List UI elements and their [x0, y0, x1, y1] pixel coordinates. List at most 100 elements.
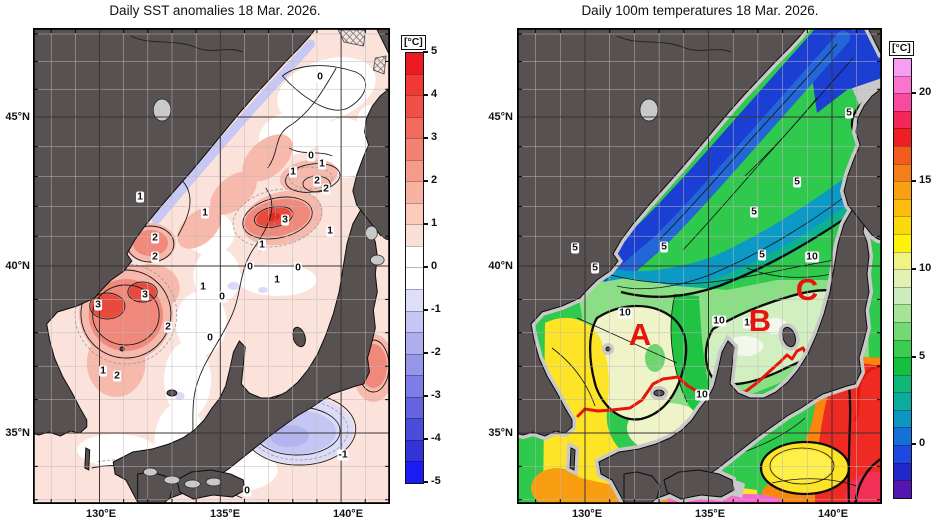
- colorbar-label: 20: [919, 86, 932, 98]
- colorbar-tick: [423, 51, 428, 53]
- contour-label: 10: [712, 314, 726, 327]
- contour-label: 0: [243, 484, 251, 497]
- contour-label: 10: [805, 250, 819, 263]
- contour-label: 0: [294, 261, 302, 274]
- colorbar-label: -5: [431, 475, 441, 487]
- region-label-a: A: [628, 317, 652, 352]
- colorbar-label: 15: [919, 174, 932, 186]
- lat-label-40n: 40°N: [488, 260, 513, 272]
- river-line: [130, 35, 243, 53]
- colorbar-tick: [911, 180, 916, 182]
- colorbar-label: -1: [431, 303, 441, 315]
- contour-label: 2: [151, 250, 159, 263]
- colorbar-label: 3: [431, 131, 438, 143]
- contour-label: 5: [571, 241, 579, 254]
- lon-label-135e: 135°E: [209, 508, 241, 520]
- colorbar-tick: [423, 395, 428, 397]
- left-colorbar-unit: [°C]: [401, 35, 426, 50]
- contour-label: 3: [94, 298, 102, 311]
- colorbar-tick: [423, 438, 428, 440]
- lon-label-130e: 130°E: [85, 508, 117, 520]
- colorbar-tick: [911, 268, 916, 270]
- colorbar-tick: [423, 137, 428, 139]
- lake: [639, 98, 659, 122]
- colorbar-tick: [423, 223, 428, 225]
- contour-label: 5: [845, 106, 853, 119]
- contour-label: 2: [313, 174, 321, 187]
- contour-label: 3: [281, 213, 289, 226]
- lon-label-140e: 140°E: [817, 508, 849, 520]
- colorbar-label: 2: [431, 174, 438, 186]
- colorbar-label: 5: [919, 350, 926, 362]
- contour-label: 5: [758, 248, 766, 261]
- contour-label: 1: [99, 364, 107, 377]
- contour-label: 0: [316, 70, 324, 83]
- contour-label: 2: [164, 320, 172, 333]
- contour-label: 1: [273, 273, 281, 286]
- lat-label-35n: 35°N: [5, 427, 30, 439]
- no-data-areas: [143, 98, 385, 489]
- contour-label: 5: [660, 240, 668, 253]
- colorbar-tick: [911, 92, 916, 94]
- contour-label: 5: [591, 261, 599, 274]
- lat-label-45n: 45°N: [488, 111, 513, 123]
- colorbar-label: 10: [919, 262, 932, 274]
- contour-label: 2: [322, 182, 330, 195]
- temp-100m-colorbar: [893, 58, 912, 499]
- contour-label: 1: [258, 238, 266, 251]
- contour-label: 0: [307, 149, 315, 162]
- contour-label: 1: [326, 224, 334, 237]
- colorbar-label: -3: [431, 389, 441, 401]
- contour-label: 0: [206, 331, 214, 344]
- right-map-title: Daily 100m temperatures 18 Mar. 2026.: [581, 3, 819, 18]
- colorbar-label: -4: [431, 432, 441, 444]
- lat-label-40n: 40°N: [5, 260, 30, 272]
- contour-label: 1: [318, 157, 326, 170]
- contour-label: 10: [743, 316, 757, 329]
- right-colorbar-unit: [°C]: [889, 41, 914, 56]
- region-label-b: B: [748, 303, 772, 338]
- colorbar-tick: [423, 94, 428, 96]
- contour-label: 0: [218, 290, 226, 303]
- contour-label: 5: [793, 175, 801, 188]
- colorbar-label: 1: [431, 217, 438, 229]
- colorbar-tick: [423, 266, 428, 268]
- colorbar-tick: [911, 356, 916, 358]
- colorbar-label: 4: [431, 88, 438, 100]
- contour-label: 3: [141, 288, 149, 301]
- contour-label: 5: [750, 205, 758, 218]
- lon-label-140e: 140°E: [332, 508, 364, 520]
- colorbar-tick: [423, 352, 428, 354]
- lat-label-35n: 35°N: [488, 427, 513, 439]
- contour-label: 10: [695, 388, 709, 401]
- panel-100m-temp: Daily 100m temperatures 18 Mar. 2026.: [467, 0, 933, 526]
- contour-label: 1: [199, 280, 207, 293]
- sst-anomaly-map: [33, 28, 390, 504]
- contour-label: 2: [151, 231, 159, 244]
- colorbar-tick: [423, 309, 428, 311]
- colorbar-tick: [911, 443, 916, 445]
- panel-sst-anomaly: Daily SST anomalies 18 Mar. 2026.: [0, 0, 466, 526]
- left-map-title: Daily SST anomalies 18 Mar. 2026.: [109, 3, 321, 18]
- river-line: [616, 35, 732, 53]
- contour-label: 1: [289, 165, 297, 178]
- contour-label: 1: [136, 190, 144, 203]
- temp-100m-map: [517, 28, 882, 504]
- colorbar-label: -2: [431, 346, 441, 358]
- lon-label-135e: 135°E: [694, 508, 726, 520]
- colorbar-label: 0: [431, 260, 438, 272]
- contour-label: 2: [113, 369, 121, 382]
- contour-label: -1: [337, 448, 349, 461]
- lon-label-130e: 130°E: [571, 508, 603, 520]
- colorbar-tick: [423, 180, 428, 182]
- colorbar-label: 0: [919, 437, 926, 449]
- sst-anomaly-colorbar: [405, 52, 424, 484]
- contour-label: 1: [201, 206, 209, 219]
- sst-anomaly-field: [33, 28, 390, 504]
- temp-100m-field: [517, 28, 882, 504]
- lat-label-45n: 45°N: [5, 111, 30, 123]
- colorbar-tick: [423, 481, 428, 483]
- colorbar-label: 5: [431, 45, 438, 57]
- contour-label: 0: [246, 260, 254, 273]
